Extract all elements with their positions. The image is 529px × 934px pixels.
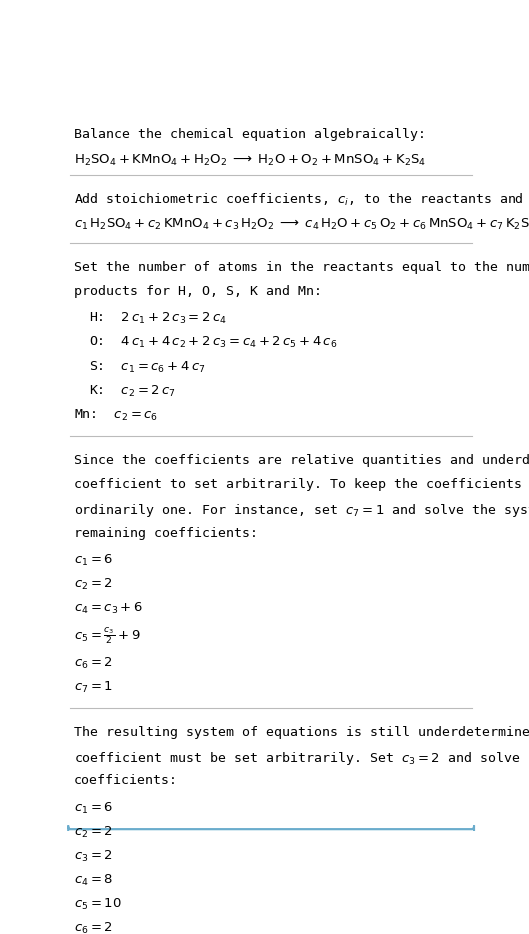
Text: products for H, O, S, K and Mn:: products for H, O, S, K and Mn:: [74, 285, 322, 298]
Text: $c_6 = 2$: $c_6 = 2$: [74, 656, 113, 671]
Text: remaining coefficients:: remaining coefficients:: [74, 527, 258, 540]
Text: Mn:  $c_2 = c_6$: Mn: $c_2 = c_6$: [74, 408, 158, 423]
Text: $c_1 = 6$: $c_1 = 6$: [74, 553, 113, 568]
Text: ordinarily one. For instance, set $c_7 = 1$ and solve the system of equations fo: ordinarily one. For instance, set $c_7 =…: [74, 502, 529, 519]
Text: coefficient to set arbitrarily. To keep the coefficients small, the arbitrary va: coefficient to set arbitrarily. To keep …: [74, 478, 529, 491]
Text: S:  $c_1 = c_6 + 4\,c_7$: S: $c_1 = c_6 + 4\,c_7$: [89, 360, 205, 375]
Text: The resulting system of equations is still underdetermined, so an additional: The resulting system of equations is sti…: [74, 726, 529, 739]
Text: K:  $c_2 = 2\,c_7$: K: $c_2 = 2\,c_7$: [89, 384, 176, 399]
Text: Add stoichiometric coefficients, $c_i$, to the reactants and products:: Add stoichiometric coefficients, $c_i$, …: [74, 191, 529, 208]
Text: $c_4 = c_3 + 6$: $c_4 = c_3 + 6$: [74, 601, 143, 616]
Text: $c_3 = 2$: $c_3 = 2$: [74, 849, 113, 864]
Text: coefficient must be set arbitrarily. Set $c_3 = 2$ and solve for the remaining: coefficient must be set arbitrarily. Set…: [74, 750, 529, 767]
Text: $c_2 = 2$: $c_2 = 2$: [74, 825, 113, 840]
Text: coefficients:: coefficients:: [74, 774, 178, 787]
Text: $\mathrm{H_2SO_4 + KMnO_4 + H_2O_2 \;\longrightarrow\; H_2O + O_2 + MnSO_4 + K_2: $\mathrm{H_2SO_4 + KMnO_4 + H_2O_2 \;\lo…: [74, 153, 426, 168]
Text: $c_5 = 10$: $c_5 = 10$: [74, 898, 121, 913]
Text: H:  $2\,c_1 + 2\,c_3 = 2\,c_4$: H: $2\,c_1 + 2\,c_3 = 2\,c_4$: [89, 311, 226, 326]
Text: $c_6 = 2$: $c_6 = 2$: [74, 921, 113, 934]
Text: Set the number of atoms in the reactants equal to the number of atoms in the: Set the number of atoms in the reactants…: [74, 261, 529, 274]
Text: $c_1 = 6$: $c_1 = 6$: [74, 800, 113, 815]
Text: O:  $4\,c_1 + 4\,c_2 + 2\,c_3 = c_4 + 2\,c_5 + 4\,c_6$: O: $4\,c_1 + 4\,c_2 + 2\,c_3 = c_4 + 2\,…: [89, 335, 337, 350]
Text: $c_1\,\mathrm{H_2SO_4} + c_2\,\mathrm{KMnO_4} + c_3\,\mathrm{H_2O_2} \;\longrigh: $c_1\,\mathrm{H_2SO_4} + c_2\,\mathrm{KM…: [74, 217, 529, 232]
Text: $c_5 = \frac{c_3}{2} + 9$: $c_5 = \frac{c_3}{2} + 9$: [74, 625, 140, 646]
FancyBboxPatch shape: [68, 826, 474, 934]
Text: $c_2 = 2$: $c_2 = 2$: [74, 577, 113, 592]
Text: Balance the chemical equation algebraically:: Balance the chemical equation algebraica…: [74, 128, 425, 141]
Text: $c_4 = 8$: $c_4 = 8$: [74, 873, 113, 888]
Text: Since the coefficients are relative quantities and underdetermined, choose a: Since the coefficients are relative quan…: [74, 454, 529, 467]
Text: $c_7 = 1$: $c_7 = 1$: [74, 680, 113, 695]
